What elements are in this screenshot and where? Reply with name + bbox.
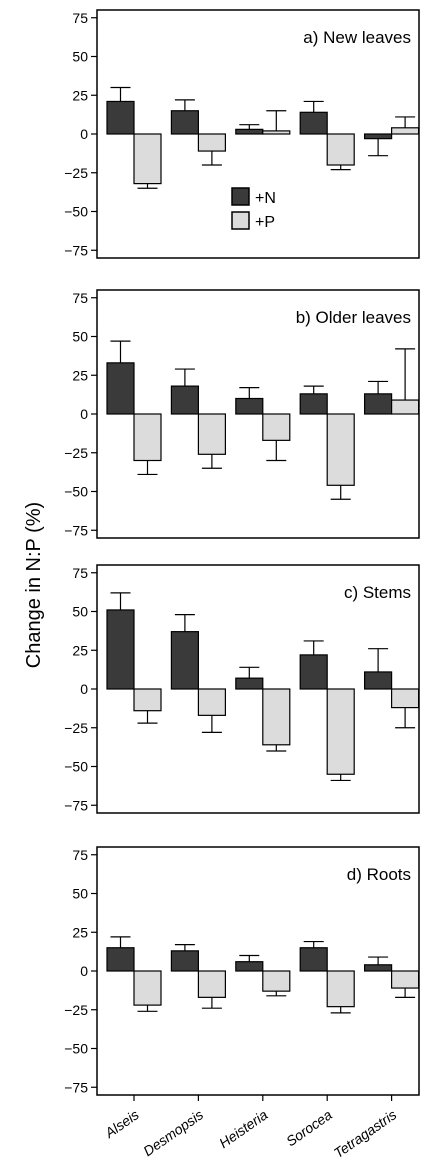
y-tick-label: 0: [80, 681, 88, 697]
y-tick-label: −50: [64, 1041, 88, 1057]
y-tick-label: −50: [64, 484, 88, 500]
bar-n: [235, 397, 264, 415]
bar-p: [326, 970, 355, 1008]
bar-n: [170, 110, 199, 135]
bar-p: [133, 688, 162, 712]
y-tick-label: −25: [64, 445, 88, 461]
legend-label-n: +N: [255, 190, 276, 207]
panel-title: c) Stems: [344, 583, 411, 602]
bar-p: [197, 970, 226, 998]
y-tick-label: −75: [64, 797, 88, 813]
bar-n: [364, 133, 393, 140]
bar-n: [235, 677, 264, 690]
bar-p: [197, 688, 226, 716]
bar-p: [391, 399, 420, 415]
bar-p: [133, 413, 162, 462]
bar-n: [106, 362, 135, 415]
y-tick-label: 50: [72, 329, 88, 345]
bar-p: [326, 413, 355, 486]
panel-title: b) Older leaves: [296, 308, 411, 327]
bar-n: [235, 961, 264, 972]
bar-p: [262, 688, 291, 746]
y-tick-label: 75: [72, 847, 88, 863]
bar-n: [170, 631, 199, 690]
y-tick-label: −25: [64, 165, 88, 181]
y-tick-label: −25: [64, 1002, 88, 1018]
bar-n: [364, 964, 393, 972]
bar-p: [326, 133, 355, 166]
bar-p: [262, 130, 291, 135]
bar-n: [299, 947, 328, 972]
bar-n: [299, 111, 328, 135]
bar-n: [299, 654, 328, 690]
y-tick-label: 75: [72, 10, 88, 26]
y-tick-label: 0: [80, 126, 88, 142]
y-tick-label: −75: [64, 1079, 88, 1095]
bar-p: [391, 970, 420, 989]
y-tick-label: 0: [80, 963, 88, 979]
y-tick-label: −75: [64, 242, 88, 258]
y-tick-label: 25: [72, 87, 88, 103]
y-tick-label: 50: [72, 604, 88, 620]
bar-p: [262, 413, 291, 441]
bar-p: [197, 413, 226, 455]
bar-p: [133, 970, 162, 1006]
chart-panels: 75 50 25 0 −25 −50 −75 a) New leaves +N +P 75 50 25 0…: [64, 9, 420, 1096]
panel-4: 75 50 25 0 −25 −50 −75 d) Roots: [64, 846, 420, 1096]
y-tick-label: −75: [64, 522, 88, 538]
bar-p: [133, 133, 162, 185]
panel-title: d) Roots: [347, 865, 411, 884]
y-tick-label: −50: [64, 759, 88, 775]
bar-p: [391, 688, 420, 709]
bar-n: [299, 393, 328, 415]
bar-n: [170, 385, 199, 415]
bar-n: [364, 671, 393, 690]
y-tick-label: 0: [80, 406, 88, 422]
bar-n: [106, 100, 135, 135]
y-tick-label: −25: [64, 720, 88, 736]
panel-title: a) New leaves: [303, 28, 411, 47]
bar-p: [197, 133, 226, 152]
panel-3: 75 50 25 0 −25 −50 −75 c) Stems: [64, 564, 420, 814]
y-tick-label: −50: [64, 204, 88, 220]
x-category-label: Tetragastris: [331, 1106, 400, 1161]
y-tick-label: 50: [72, 49, 88, 65]
x-category-label: Heisteria: [216, 1106, 271, 1151]
panel-1: 75 50 25 0 −25 −50 −75 a) New leaves +N +P: [64, 9, 420, 259]
y-tick-label: 25: [72, 924, 88, 940]
bar-n: [170, 950, 199, 972]
bar-p: [326, 688, 355, 775]
legend-label-p: +P: [255, 214, 275, 231]
bar-p: [262, 970, 291, 992]
legend-swatch-n: [231, 187, 250, 206]
y-tick-label: 25: [72, 642, 88, 658]
y-tick-label: 75: [72, 565, 88, 581]
panel-2: 75 50 25 0 −25 −50 −75 b) Older leaves: [64, 289, 420, 539]
bar-n: [106, 609, 135, 690]
legend-swatch-p: [231, 211, 250, 230]
bar-n: [106, 947, 135, 972]
bar-p: [391, 127, 420, 135]
x-category-label: Desmopsis: [140, 1106, 206, 1159]
y-axis-label: Change in N:P (%): [23, 502, 45, 668]
y-tick-label: 75: [72, 290, 88, 306]
y-tick-label: 25: [72, 367, 88, 383]
y-tick-label: 50: [72, 886, 88, 902]
bar-n: [235, 128, 264, 135]
x-category-label: Alseis: [101, 1106, 142, 1141]
x-category-label: Sorocea: [283, 1106, 335, 1149]
bar-n: [364, 393, 393, 415]
